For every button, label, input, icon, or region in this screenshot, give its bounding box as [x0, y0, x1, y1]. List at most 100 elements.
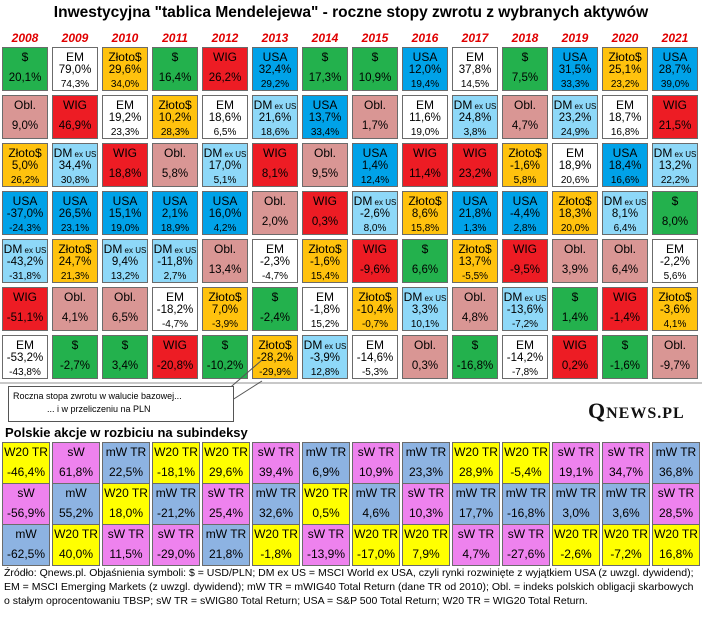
subindex-return: 10,9% — [358, 465, 394, 479]
asset-name: EM — [253, 242, 297, 256]
subindex-name: mW TR — [155, 486, 197, 500]
return-base-currency: 79,0% — [58, 64, 92, 76]
asset-name-text: USA — [662, 50, 688, 64]
asset-name: Obl. — [153, 146, 197, 160]
subindex-return: 36,8% — [658, 465, 694, 479]
subindex-cell: mW TR -21,2% — [152, 483, 200, 525]
return-pln: 5,6% — [663, 271, 687, 282]
return-pln: -7,2% — [511, 319, 539, 330]
asset-name-text: Złoto$ — [208, 290, 242, 304]
year-label-2019: 2019 — [561, 31, 589, 45]
return-pln: 22,2% — [660, 175, 690, 186]
asset-name: $ — [103, 338, 147, 352]
subindex-return: 40,0% — [58, 547, 94, 561]
return-base-currency: 21,8% — [458, 208, 492, 220]
asset-name-text: DM — [403, 290, 423, 304]
return-pln: 19,4% — [410, 79, 440, 90]
asset-name-text: DM — [653, 146, 673, 160]
return-base-currency: 11,4% — [409, 168, 441, 180]
asset-name-suffix: ex US — [672, 150, 697, 159]
return-base-currency: 7,5% — [511, 72, 539, 84]
return-base-currency: 13,2% — [658, 160, 692, 172]
asset-name-text: $ — [121, 338, 129, 352]
return-base-currency: 13,4% — [208, 264, 242, 276]
subindex-cell: W20 TR 16,8% — [652, 524, 700, 566]
asset-name-text: EM — [366, 338, 384, 352]
asset-name-text: Obl. — [313, 146, 336, 160]
asset-name-text: DM — [153, 242, 173, 256]
asset-name-text: DM — [603, 194, 623, 208]
subindex-name: W20 TR — [104, 486, 148, 500]
subindex-name: mW TR — [405, 445, 447, 459]
asset-name-text: Obl. — [13, 98, 36, 112]
asset-name-suffix: ex US — [422, 294, 447, 303]
return-cell: Złoto$ -1,6% 5,8% — [502, 143, 548, 187]
return-cell: EM 37,8% 14,5% — [452, 47, 498, 91]
asset-name-text: Złoto$ — [658, 290, 692, 304]
return-base-currency: -2,4% — [259, 312, 291, 324]
return-pln: 26,2% — [10, 175, 40, 186]
return-base-currency: 2,0% — [261, 216, 289, 228]
return-cell: WIG 46,9% — [52, 95, 98, 139]
subindex-return: -17,0% — [356, 547, 396, 561]
return-base-currency: 21,5% — [658, 120, 692, 132]
subindex-return: 3,6% — [612, 506, 640, 520]
asset-name: Złoto$ — [503, 146, 547, 160]
asset-name-text: Obl. — [463, 290, 486, 304]
asset-name-text: $ — [171, 50, 179, 64]
return-base-currency: 15,1% — [108, 208, 142, 220]
asset-name-text: Złoto$ — [408, 194, 442, 208]
return-base-currency: -4,4% — [509, 208, 541, 220]
return-base-currency: -11,8% — [157, 256, 193, 268]
subindex-name: mW — [15, 527, 37, 541]
return-cell: WIG -9,5% — [502, 239, 548, 283]
annotation-line-2: ... i w przeliczeniu na PLN — [47, 404, 151, 414]
return-base-currency: -14,6% — [356, 352, 394, 364]
subindex-return: 34,7% — [608, 465, 644, 479]
asset-name: Złoto$ — [203, 290, 247, 304]
return-cell: WIG 18,8% — [102, 143, 148, 187]
asset-name-text: Złoto$ — [108, 50, 142, 64]
subindex-name: mW TR — [505, 486, 547, 500]
return-pln: -3,9% — [211, 319, 239, 330]
return-base-currency: 12,0% — [408, 64, 442, 76]
subindex-return: -21,2% — [156, 506, 196, 520]
year-label-2016: 2016 — [411, 31, 439, 45]
asset-name: USA — [153, 194, 197, 208]
asset-name-text: DM — [3, 242, 23, 256]
return-base-currency: 18,4% — [608, 160, 642, 172]
subindex-cell: sW TR 39,4% — [252, 442, 300, 484]
subindex-cell: mW TR -16,8% — [502, 483, 550, 525]
return-base-currency: 31,5% — [558, 64, 592, 76]
asset-name-text: USA — [312, 98, 338, 112]
asset-name-suffix: ex US — [622, 198, 647, 207]
asset-name: Obl. — [553, 242, 597, 256]
return-base-currency: 26,2% — [208, 72, 242, 84]
asset-name-text: Złoto$ — [58, 242, 92, 256]
subindex-cell: sW 61,8% — [52, 442, 100, 484]
return-base-currency: -16,8% — [456, 360, 494, 372]
return-cell: DM ex US 34,4% 30,8% — [52, 143, 98, 187]
subindex-name: mW TR — [655, 445, 697, 459]
return-pln: 20,0% — [560, 223, 590, 234]
subindex-name: mW TR — [205, 527, 247, 541]
subindex-cell: mW TR 21,8% — [202, 524, 250, 566]
return-cell: EM -53,2% -43,8% — [2, 335, 48, 379]
subindex-name: mW TR — [455, 486, 497, 500]
return-base-currency: 28,7% — [658, 64, 692, 76]
return-pln: 12,8% — [310, 367, 340, 378]
asset-name-suffix: ex US — [22, 246, 47, 255]
asset-name-text: USA — [112, 194, 138, 208]
asset-name-text: EM — [516, 338, 534, 352]
return-pln: -29,9% — [259, 367, 291, 378]
asset-name: $ — [253, 290, 297, 304]
asset-name-text: WIG — [113, 146, 137, 160]
asset-name-text: WIG — [413, 146, 437, 160]
year-label-2021: 2021 — [661, 31, 689, 45]
return-cell: WIG -9,6% — [352, 239, 398, 283]
asset-name: DM ex US — [53, 146, 97, 160]
asset-name: USA — [253, 50, 297, 64]
subindex-return: 61,8% — [58, 465, 94, 479]
return-pln: 12,4% — [360, 175, 390, 186]
asset-name-text: $ — [521, 50, 529, 64]
